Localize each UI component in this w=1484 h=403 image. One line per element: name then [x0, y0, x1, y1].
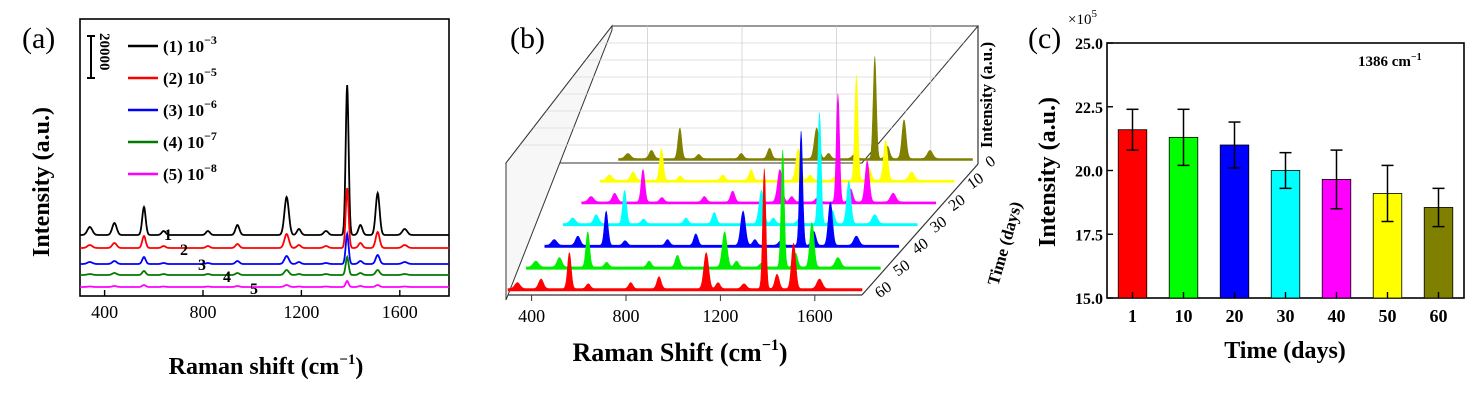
- trace-day-60: [618, 56, 973, 161]
- x-tick-label: 1200: [283, 302, 319, 322]
- legend-label: (3) 10−6: [163, 97, 217, 120]
- y-tick-label: 40: [909, 235, 932, 258]
- y-tick-label: 22.5: [1075, 100, 1103, 117]
- scale-bar-label: 20000: [96, 33, 112, 71]
- curve-number: 4: [223, 269, 231, 286]
- curve-number: 5: [250, 281, 258, 298]
- panel-a-curves: [80, 84, 449, 288]
- x-tick-label: 30: [1277, 306, 1295, 326]
- panel-b-traces: [507, 56, 973, 292]
- left-plane: [505, 24, 613, 301]
- trace-day-50: [599, 75, 955, 183]
- x-tick-label: 1600: [797, 306, 833, 326]
- y-multiplier: ×105: [1068, 8, 1097, 28]
- legend-label: (5) 10−8: [163, 161, 217, 184]
- legend-label: (4) 10−7: [163, 129, 217, 152]
- curve-number: 2: [180, 242, 188, 259]
- y-tick-label: 30: [927, 213, 950, 236]
- panel-c-bars: [1117, 108, 1454, 299]
- x-tick-label: 40: [1328, 306, 1346, 326]
- y-tick-label: 60: [872, 279, 895, 302]
- panel-b-grid: [520, 26, 964, 158]
- y-tick-label: 10: [964, 170, 987, 193]
- spectrum-5: [80, 279, 449, 288]
- bar-10: [1168, 136, 1199, 299]
- y-tick-label: 17.5: [1075, 227, 1103, 244]
- x-tick-label: 60: [1430, 306, 1448, 326]
- y-tick-label: 50: [890, 257, 913, 280]
- panel-a-x-ticks: 400 800 1200 1600: [91, 290, 418, 322]
- y-tick-label: 20: [946, 192, 969, 215]
- panel-c-x-ticks: 1 10 20 30 40 50 60: [1128, 292, 1448, 326]
- panel-c-label: (c): [1028, 22, 1061, 55]
- bar-1: [1117, 129, 1148, 299]
- panel-b-label: (b): [510, 22, 545, 55]
- panel-a-label: (a): [22, 22, 55, 55]
- legend-label: (1) 10−3: [163, 33, 217, 56]
- curve-number: 3: [198, 257, 206, 274]
- panel-a-xlabel: Raman shift (cm−1): [169, 352, 364, 380]
- y-tick-label: 25.0: [1075, 36, 1103, 53]
- x-tick-label: 10: [1175, 306, 1193, 326]
- curve-number: 1: [164, 227, 172, 244]
- panel-b-xlabel: Raman Shift (cm−1): [572, 337, 787, 367]
- y-tick-label: 15.0: [1075, 291, 1103, 308]
- panel-c-annotation: 1386 cm−1: [1358, 52, 1422, 70]
- panel-a-legend: (1) 10−3 (2) 10−5 (3) 10−6 (4) 10−7 (5) 10−8: [128, 33, 217, 184]
- x-tick-label: 800: [190, 302, 217, 322]
- panel-b-y-axis: [861, 163, 979, 296]
- spectrum-2: [80, 187, 449, 249]
- trace-day-10: [526, 149, 881, 270]
- panel-b-ylabel: Time (days): [984, 199, 1026, 287]
- spectrum-1: [80, 84, 449, 236]
- panel-b-zlabel: Intensity (a.u.): [977, 42, 996, 148]
- x-tick-label: 400: [518, 306, 545, 326]
- x-tick-label: 400: [91, 302, 118, 322]
- spectrum-3: [80, 230, 449, 265]
- x-tick-label: 1: [1128, 306, 1137, 326]
- x-tick-label: 20: [1226, 306, 1244, 326]
- x-tick-label: 50: [1379, 306, 1397, 326]
- y-tick-label: 20.0: [1075, 164, 1103, 181]
- x-tick-label: 1200: [702, 306, 738, 326]
- bar-30: [1270, 170, 1301, 299]
- x-tick-label: 1600: [382, 302, 418, 322]
- panel-c-ylabel: Intensity (a.u.): [1035, 97, 1061, 247]
- x-tick-label: 800: [613, 306, 640, 326]
- panel-a-frame: [79, 18, 450, 297]
- trace-day-0: [507, 168, 863, 292]
- panel-b-x-ticks: 400 800 1200 1600: [518, 295, 833, 326]
- panel-a: (a) 400 800 1200 1600 20000 (1) 10−3 (2) 10−…: [22, 18, 450, 380]
- panel-c: (c) ×105 15.0 17.5 20.0 22.5 25.0 1 10 20 30 40 5…: [1028, 8, 1465, 364]
- y-tick-label: 0: [983, 153, 999, 172]
- panel-c-y-ticks: 15.0 17.5 20.0 22.5 25.0: [1075, 36, 1113, 308]
- spectrum-4: [80, 254, 449, 276]
- panel-a-ylabel: Intensity (a.u.): [29, 107, 55, 257]
- panel-c-xlabel: Time (days): [1224, 338, 1346, 364]
- legend-label: (2) 10−5: [163, 65, 217, 88]
